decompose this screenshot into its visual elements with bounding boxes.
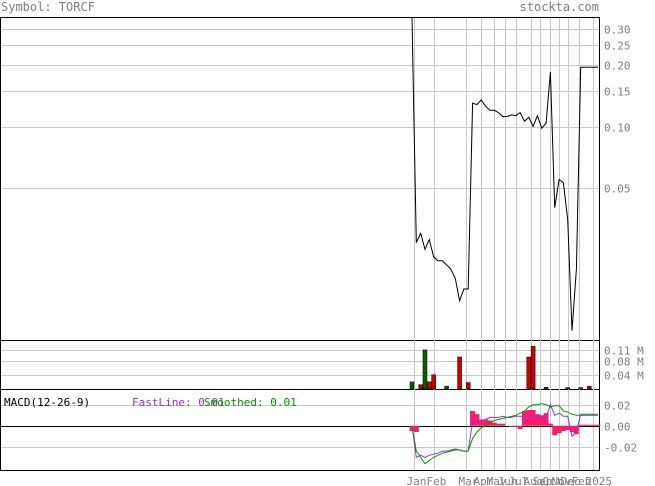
x-tick-label: Feb [427, 475, 447, 486]
x-tick-label: Oct [543, 475, 563, 486]
volume-bar [409, 381, 415, 390]
price-tick-label: 0.05 [604, 183, 631, 196]
volume-bar [578, 387, 583, 390]
macd-histogram-bar [517, 425, 523, 429]
macd-histogram-bar [595, 424, 601, 426]
macd-fastline-line [411, 403, 598, 459]
macd-histogram-bar [526, 410, 532, 426]
volume-panel-frame [0, 340, 600, 390]
site-name: stockta.com [520, 0, 599, 14]
macd-histogram-bar [508, 425, 514, 427]
price-tick-label: 0.10 [604, 122, 631, 135]
x-tick-label: Jun [498, 475, 518, 486]
macd-histogram-bar [547, 423, 553, 426]
macd-title: MACD(12-26-9) [4, 396, 90, 409]
macd-histogram-bar [552, 425, 558, 436]
macd-tick-label: 0.02 [604, 400, 631, 413]
volume-bar [444, 385, 449, 390]
price-tick-label: 0.30 [604, 24, 631, 37]
x-tick-label: Nov [552, 475, 572, 486]
volume-bar [465, 382, 471, 390]
volume-bar [427, 381, 432, 390]
price-tick-label: 0.15 [604, 86, 631, 99]
volume-bar [418, 384, 423, 390]
macd-histogram-bar [543, 413, 549, 426]
volume-bar [422, 349, 428, 390]
volume-bar [587, 385, 592, 390]
macd-histogram-bar [496, 423, 502, 426]
volume-bar [457, 356, 462, 390]
x-tick-label: 2025 [586, 475, 613, 486]
macd-histogram-bar [569, 425, 575, 433]
macd-histogram-bar [513, 425, 519, 427]
macd-histogram-bar [470, 411, 476, 426]
macd-histogram-bar [478, 419, 484, 426]
x-tick-label: Mar [459, 475, 479, 486]
price-tick-label: 0.20 [604, 60, 631, 73]
macd-histogram-bar [565, 425, 571, 430]
x-tick-label: Sep [533, 475, 553, 486]
volume-bar [431, 374, 436, 390]
x-tick-label: Aug [524, 475, 544, 486]
line-layer [411, 17, 598, 465]
volume-tick-label: 0.08 M [604, 356, 644, 369]
volume-bar [530, 346, 536, 390]
x-tick-label: May [487, 475, 507, 486]
macd-smoothed-line [411, 403, 598, 465]
x-tick-label: Dec [561, 475, 581, 486]
macd-histogram-bar [530, 410, 536, 426]
price-tick-label: 0.25 [604, 40, 631, 53]
macd-histogram-bar [539, 415, 545, 426]
macd-histogram-bar [413, 425, 419, 433]
grid-layer [1, 18, 599, 470]
macd-histogram-bar [586, 424, 592, 426]
volume-tick-label: 0.11 M [604, 345, 644, 358]
macd-histogram-bar [560, 425, 566, 432]
macd-tick-label: 0.00 [604, 421, 631, 434]
macd-tick-label: -0.02 [604, 442, 637, 455]
volume-bar [543, 386, 549, 390]
macd-smoothed-label: Smoothed: 0.01 [204, 396, 297, 409]
macd-histogram-bar [534, 414, 540, 426]
macd-histogram-bar [556, 425, 562, 434]
macd-fastline-label: FastLine: 0.01 [132, 396, 225, 409]
macd-histogram-bar [500, 423, 506, 426]
volume-bar [526, 356, 532, 390]
macd-histogram-bar [578, 424, 584, 426]
macd-histogram-bar [582, 424, 588, 426]
volume-layer [409, 346, 592, 390]
macd-histogram-bar [573, 425, 579, 435]
x-tick-label: Feb [572, 475, 592, 486]
macd-histogram-bar [591, 424, 597, 426]
price-line [411, 17, 598, 331]
macd-histogram-bar [483, 419, 489, 426]
x-tick-label: Jan [407, 475, 427, 486]
volume-bar [565, 387, 570, 390]
volume-tick-label: 0.04 M [604, 370, 644, 383]
macd-panel-frame [0, 389, 600, 471]
macd-histogram-bar [521, 411, 527, 426]
x-tick-label: Jul [509, 475, 529, 486]
x-tick-label: Apr [474, 475, 494, 486]
macd-histogram-bar [491, 422, 497, 426]
symbol-label: Symbol: TORCF [1, 0, 95, 14]
